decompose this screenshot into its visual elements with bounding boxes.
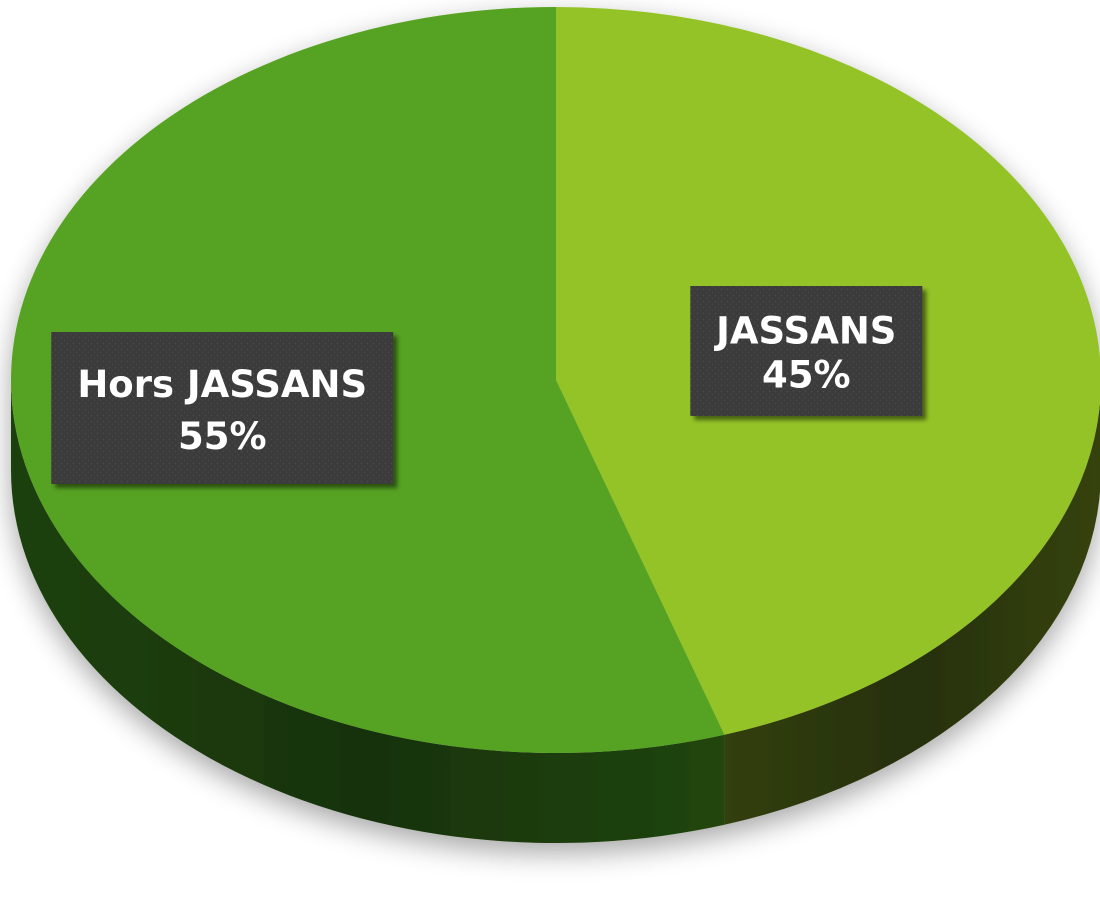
slice-label-name-1: JASSANS: [713, 309, 896, 352]
slice-label-box-2: [51, 332, 394, 484]
pie-slice-side-shade-1: [724, 401, 1100, 825]
slice-label-2: Hors JASSANS 55%: [51, 332, 394, 484]
pie-slice-side-shade-2: [11, 380, 725, 843]
slice-label-percent-1: 45%: [762, 354, 851, 397]
slice-label-box-1: [690, 286, 923, 416]
slice-label-percent-2: 55%: [178, 415, 267, 458]
slice-label-name-2: Hors JASSANS: [77, 363, 367, 406]
